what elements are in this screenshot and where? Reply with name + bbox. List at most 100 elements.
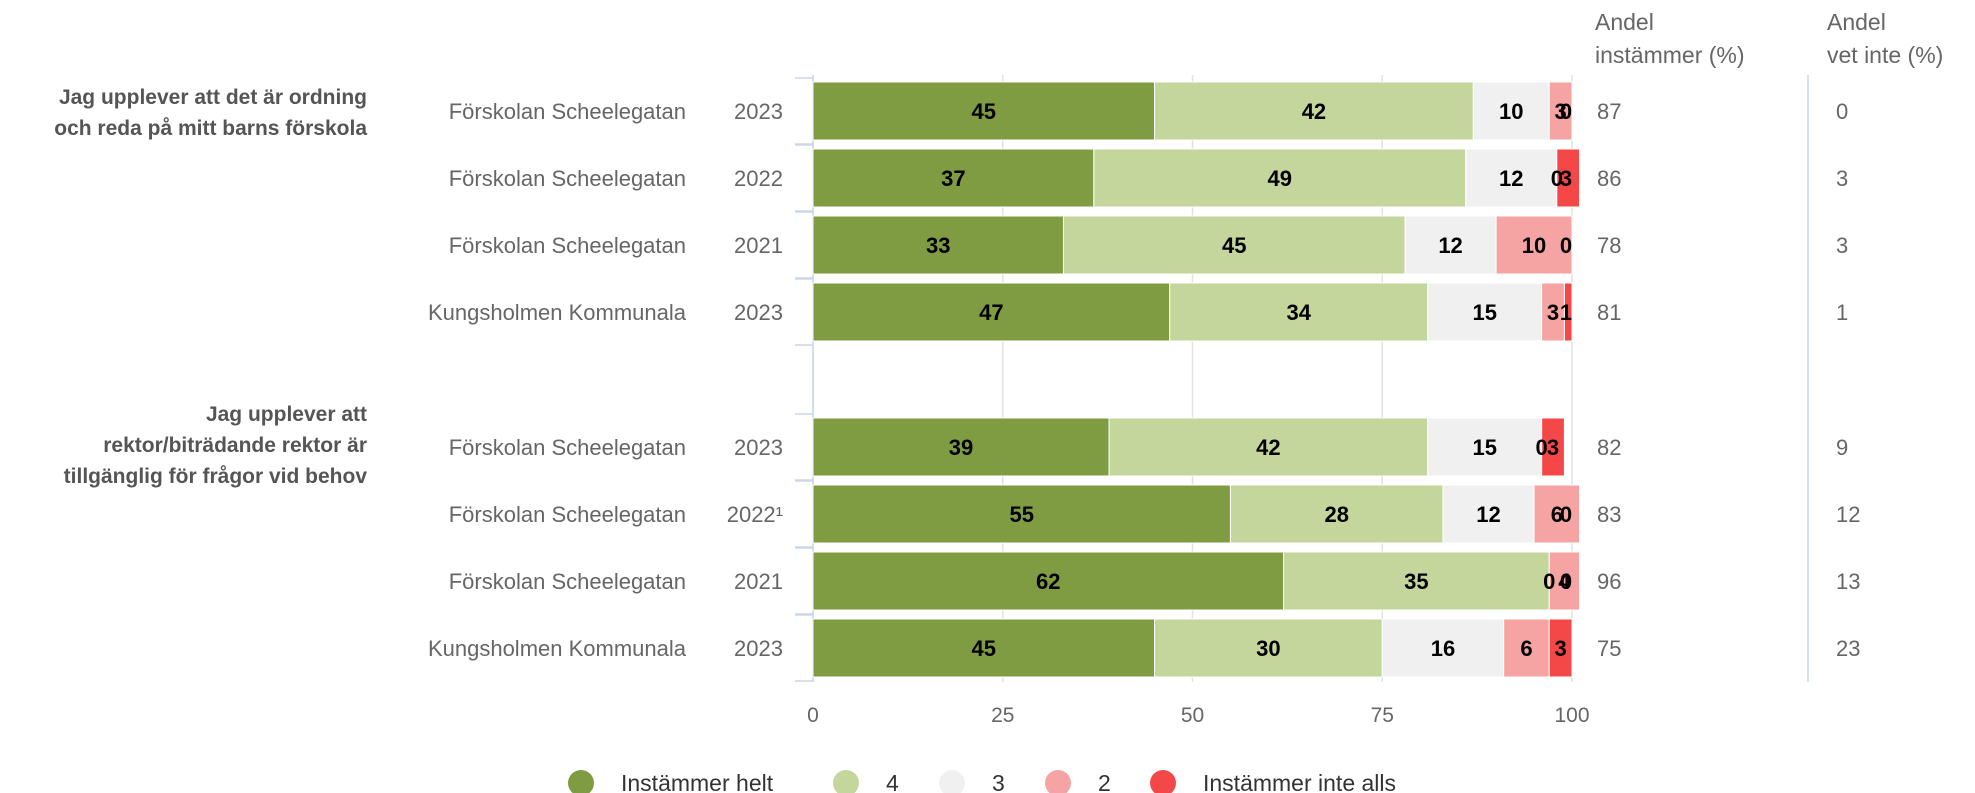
question-label: Jag upplever att bbox=[206, 403, 367, 426]
data-label: 3 bbox=[1554, 99, 1566, 124]
data-label: 45 bbox=[972, 99, 996, 124]
share-agree-value: 75 bbox=[1597, 636, 1621, 661]
data-label: 12 bbox=[1476, 502, 1500, 527]
legend-marker bbox=[939, 770, 965, 793]
data-label: 15 bbox=[1472, 300, 1496, 325]
row-unit-label: Förskolan Scheelegatan bbox=[449, 99, 686, 124]
bars bbox=[812, 81, 1581, 678]
bar-segment bbox=[812, 282, 1171, 342]
bar-segment bbox=[812, 618, 1156, 678]
row-year-label: 2023 bbox=[734, 435, 783, 460]
share-dont-know-value: 9 bbox=[1836, 435, 1848, 460]
data-label: 3 bbox=[1554, 636, 1566, 661]
row-unit-label: Kungsholmen Kommunala bbox=[428, 300, 687, 325]
x-tick-label: 0 bbox=[807, 704, 819, 727]
header-share-agree: Andel bbox=[1595, 9, 1654, 35]
bar-segment bbox=[1503, 618, 1550, 678]
x-tick-label: 100 bbox=[1554, 704, 1589, 727]
bar-segment bbox=[1154, 81, 1474, 141]
row-year-label: 2021 bbox=[734, 233, 783, 258]
data-label: 6 bbox=[1520, 636, 1532, 661]
bar-segment bbox=[1404, 215, 1497, 275]
x-tick-label: 75 bbox=[1371, 704, 1394, 727]
share-agree-value: 83 bbox=[1597, 502, 1621, 527]
data-label: 3 bbox=[1547, 435, 1559, 460]
bar-segment bbox=[1465, 148, 1558, 208]
question-label: Jag upplever att det är ordning bbox=[59, 86, 367, 109]
bar-segment bbox=[1533, 484, 1581, 544]
data-label: 1 bbox=[1560, 300, 1572, 325]
data-label: 4 bbox=[1558, 569, 1571, 594]
data-label: 37 bbox=[941, 166, 965, 191]
x-tick-label: 25 bbox=[991, 704, 1014, 727]
legend-item: 2 bbox=[1098, 770, 1111, 793]
data-label: 3 bbox=[1560, 166, 1572, 191]
bar-segment bbox=[1062, 215, 1406, 275]
bar-segment bbox=[812, 551, 1285, 611]
data-label: 47 bbox=[979, 300, 1003, 325]
x-tick-label: 50 bbox=[1181, 704, 1204, 727]
data-label: 0 bbox=[1560, 233, 1572, 258]
data-label: 0 bbox=[1560, 502, 1572, 527]
legend-item: Instämmer helt bbox=[621, 770, 774, 793]
data-label: 35 bbox=[1404, 569, 1428, 594]
row-unit-label: Förskolan Scheelegatan bbox=[449, 435, 686, 460]
bar-segment bbox=[1548, 618, 1573, 678]
bar-segment bbox=[812, 148, 1095, 208]
row-year-label: 2023 bbox=[734, 300, 783, 325]
data-label: 0 bbox=[1536, 435, 1548, 460]
data-label: 0 bbox=[1560, 569, 1572, 594]
data-label: 16 bbox=[1431, 636, 1455, 661]
data-label: 6 bbox=[1551, 502, 1563, 527]
data-label: 62 bbox=[1036, 569, 1060, 594]
data-label: 0 bbox=[1551, 166, 1563, 191]
legend-marker bbox=[568, 770, 594, 793]
bar-segment bbox=[1154, 618, 1383, 678]
header-share-dont-know: Andel bbox=[1827, 9, 1886, 35]
share-agree-value: 96 bbox=[1597, 569, 1621, 594]
bar-segment bbox=[812, 417, 1110, 477]
question-label: tillgänglig för frågor vid behov bbox=[64, 465, 368, 488]
share-dont-know-value: 12 bbox=[1836, 502, 1860, 527]
data-label: 49 bbox=[1268, 166, 1292, 191]
legend-marker bbox=[1045, 770, 1071, 793]
bar-segment bbox=[1108, 417, 1429, 477]
bar-segment bbox=[812, 215, 1064, 275]
bar-segment bbox=[1556, 148, 1581, 208]
data-label: 55 bbox=[1009, 502, 1033, 527]
data-label: 3 bbox=[1547, 300, 1559, 325]
row-unit-label: Förskolan Scheelegatan bbox=[449, 233, 686, 258]
row-unit-label: Förskolan Scheelegatan bbox=[449, 166, 686, 191]
legend-marker bbox=[1150, 770, 1176, 793]
data-label: 0 bbox=[1543, 569, 1555, 594]
data-label: 39 bbox=[949, 435, 973, 460]
question-label: och reda på mitt barns förskola bbox=[54, 117, 367, 140]
bar-segment bbox=[1472, 81, 1550, 141]
row-year-label: 2021 bbox=[734, 569, 783, 594]
legend-marker bbox=[833, 770, 859, 793]
header-share-dont-know: vet inte (%) bbox=[1827, 42, 1943, 68]
bar-segment bbox=[1427, 417, 1543, 477]
bar-segment bbox=[1427, 282, 1543, 342]
data-label: 42 bbox=[1256, 435, 1280, 460]
share-agree-value: 86 bbox=[1597, 166, 1621, 191]
bar-segment bbox=[1495, 215, 1573, 275]
legend-item: 4 bbox=[886, 770, 899, 793]
share-dont-know-value: 0 bbox=[1836, 99, 1848, 124]
data-label: 34 bbox=[1287, 300, 1312, 325]
data-label: 28 bbox=[1324, 502, 1348, 527]
share-dont-know-value: 3 bbox=[1836, 166, 1848, 191]
bar-segment bbox=[1541, 417, 1565, 477]
data-label: 10 bbox=[1522, 233, 1546, 258]
row-unit-label: Kungsholmen Kommunala bbox=[428, 636, 687, 661]
row-year-label: 2023 bbox=[734, 99, 783, 124]
header-share-agree: instämmer (%) bbox=[1595, 42, 1745, 68]
share-dont-know-value: 23 bbox=[1836, 636, 1860, 661]
data-label: 0 bbox=[1560, 99, 1572, 124]
row-unit-label: Förskolan Scheelegatan bbox=[449, 502, 686, 527]
row-year-label: 2023 bbox=[734, 636, 783, 661]
bar-segment bbox=[1169, 282, 1429, 342]
data-label: 12 bbox=[1499, 166, 1523, 191]
